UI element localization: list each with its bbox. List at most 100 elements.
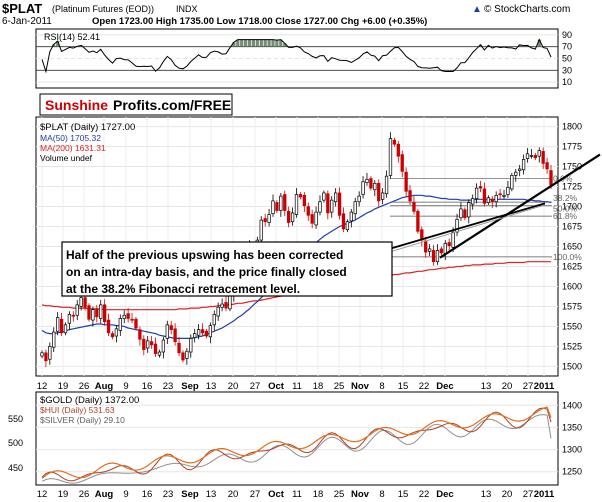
- hui-line: [41, 407, 552, 482]
- candle-body: [173, 328, 177, 342]
- candle-body: [75, 304, 79, 316]
- candle-body: [404, 171, 408, 192]
- candle-body: [122, 314, 126, 319]
- fib-label: 100.0%: [553, 252, 582, 262]
- stockcharts-logo: ▲: [472, 4, 482, 15]
- candle-body: [142, 338, 146, 350]
- candle-body: [271, 200, 275, 215]
- candle-body: [439, 248, 444, 254]
- candle-body: [486, 197, 491, 203]
- candle-body: [196, 329, 201, 336]
- x-axis-label-lower: Aug: [95, 489, 114, 500]
- rsi-tick-label: 50: [562, 54, 572, 64]
- candle-body: [138, 329, 142, 340]
- x-axis-label: 22: [419, 381, 430, 392]
- candle-body: [494, 194, 498, 203]
- candle-body: [306, 206, 310, 216]
- candle-body: [40, 352, 44, 357]
- rising-trendline-shadow: [391, 204, 546, 252]
- candle-body: [529, 155, 534, 157]
- lower-legend-silver: $SILVER (Daily) 29.10: [40, 415, 125, 425]
- x-axis-label-lower: 26: [79, 489, 90, 500]
- header-date: 6-Jan-2011: [2, 16, 52, 27]
- watermark-right: Profits.com/FREE: [113, 97, 231, 113]
- candle-body: [318, 201, 322, 213]
- price-tick-label: 1525: [562, 341, 582, 351]
- x-axis-label: 2011: [534, 381, 555, 392]
- header-source: © StockCharts.com: [484, 4, 570, 15]
- legend-ma200: MA(200) 1631.31: [40, 143, 106, 153]
- candle-body: [506, 186, 510, 195]
- candle-body: [337, 192, 342, 216]
- trendlines: [391, 153, 601, 259]
- candle-body: [287, 210, 291, 223]
- candle-body: [518, 168, 522, 171]
- rsi-label: RSI(14) 52.41: [44, 32, 100, 42]
- candle-body: [130, 318, 134, 321]
- candle-body: [330, 199, 334, 213]
- fib-label: 50.0%: [553, 204, 578, 214]
- candle-body: [126, 313, 130, 319]
- x-axis-label-lower: Dec: [436, 489, 453, 500]
- candle-body: [52, 331, 56, 348]
- candle-body: [435, 250, 440, 263]
- annotation-box: [61, 241, 393, 297]
- lower-right-tick: 1350: [562, 422, 582, 432]
- candle-body: [357, 195, 361, 203]
- candle-body: [71, 314, 75, 317]
- x-axis-label-lower: Sep: [181, 489, 199, 500]
- price-tick-label: 1625: [562, 261, 582, 271]
- candle-body: [396, 143, 400, 157]
- candle-body: [216, 306, 220, 317]
- candle-body: [189, 338, 193, 353]
- x-axis-label: Oct: [268, 381, 285, 392]
- candle-body: [99, 304, 103, 319]
- x-axis-label-lower: 16: [142, 489, 153, 500]
- x-axis-label-lower: 20: [502, 489, 513, 500]
- x-axis-label: 13: [481, 381, 492, 392]
- candle-body: [165, 324, 169, 339]
- candle-body: [416, 210, 420, 232]
- candle-body: [380, 192, 385, 200]
- x-axis-label: 27: [523, 381, 534, 392]
- price-tick-label: 1650: [562, 242, 582, 252]
- price-tick-label: 1675: [562, 222, 582, 232]
- candle-body: [146, 340, 150, 349]
- x-axis-label-lower: 15: [398, 489, 409, 500]
- candle-body: [392, 139, 397, 145]
- x-axis-label: 20: [228, 381, 239, 392]
- header-description: (Platinum Futures (EOD)): [52, 4, 154, 14]
- candle-body: [228, 295, 232, 310]
- candle-body: [118, 318, 122, 331]
- lower-left-tick: 450: [8, 463, 23, 473]
- candle-body: [161, 339, 166, 353]
- candle-body: [220, 303, 224, 308]
- watermark-box: [39, 93, 233, 116]
- price-tick-label: 1800: [562, 122, 582, 132]
- candle-body: [412, 202, 416, 212]
- candle-body: [48, 346, 52, 360]
- candle-body: [95, 308, 99, 318]
- price-tick-label: 1600: [562, 281, 582, 291]
- candle-body: [549, 170, 553, 186]
- candle-body: [498, 193, 502, 196]
- candle-body: [200, 329, 205, 334]
- candle-body: [541, 151, 545, 164]
- x-axis-label-lower: 18: [313, 489, 324, 500]
- rising-trendline: [391, 202, 546, 249]
- candle-body: [334, 192, 338, 203]
- candle-body: [294, 194, 299, 215]
- x-axis-label: 9: [123, 381, 128, 392]
- candle-body: [263, 218, 267, 223]
- candle-body: [79, 297, 83, 307]
- candle-body: [208, 325, 213, 338]
- candle-body: [314, 211, 318, 226]
- candle-body: [169, 325, 173, 330]
- price-tick-label: 1500: [562, 361, 582, 371]
- candle-body: [514, 171, 518, 176]
- candle-body: [400, 154, 404, 172]
- lower-right-tick: 1300: [562, 445, 582, 455]
- x-axis-label-lower: 13: [206, 489, 217, 500]
- x-axis-label-lower: 12: [37, 489, 48, 500]
- candle-body: [44, 352, 48, 362]
